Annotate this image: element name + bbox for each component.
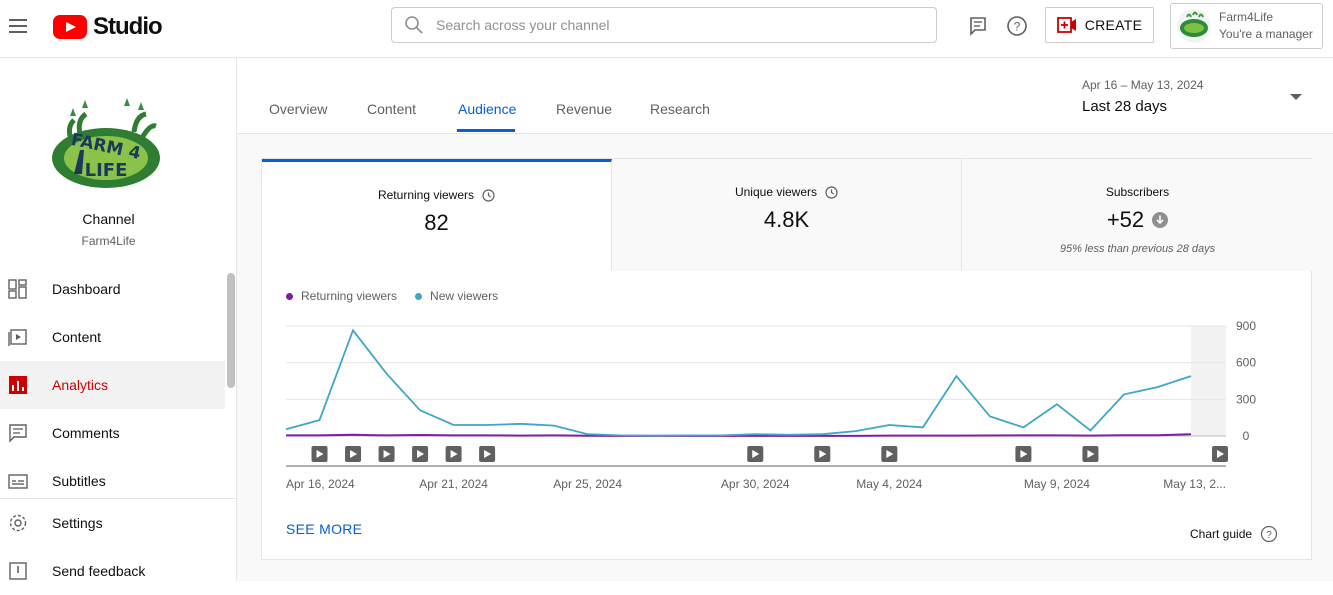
metric-note: 95% less than previous 28 days (962, 243, 1313, 255)
channel-name: Farm4Life (0, 234, 217, 248)
tab-overview[interactable]: Overview (269, 101, 327, 117)
sidebar-footer: Settings Send feedback (0, 498, 237, 595)
dashboard-icon (8, 279, 28, 299)
analytics-tabs-bar: Overview Content Audience Revenue Resear… (237, 58, 1333, 134)
y-tick-label: 0 (1243, 429, 1250, 443)
svg-text:?: ? (1266, 530, 1272, 541)
sidebar-item-content[interactable]: Content (0, 313, 225, 361)
audience-card: Returning viewers 82 Unique viewers 4.8K… (261, 158, 1312, 560)
sidebar-item-analytics[interactable]: Analytics (0, 361, 225, 409)
date-range-label[interactable]: Last 28 days (1082, 98, 1167, 115)
legend-dot (415, 293, 422, 300)
metric-subscribers[interactable]: Subscribers +52 95% less than previous 2… (962, 159, 1313, 271)
search-input[interactable] (436, 17, 916, 33)
sidebar-scrollbar[interactable] (227, 273, 235, 388)
tab-research[interactable]: Research (650, 101, 710, 117)
main-content: Overview Content Audience Revenue Resear… (237, 58, 1333, 581)
x-tick-label: May 4, 2024 (856, 477, 922, 491)
x-tick-label: Apr 25, 2024 (553, 477, 622, 491)
y-tick-label: 600 (1236, 356, 1256, 370)
partial-data-shade (1191, 326, 1226, 436)
x-tick-label: Apr 30, 2024 (721, 477, 790, 491)
metric-value: 82 (424, 210, 448, 236)
legend-item-returning[interactable]: Returning viewers (286, 289, 397, 303)
sidebar-nav: Dashboard Content Analytics Comments Sub… (0, 265, 225, 505)
content-icon (8, 327, 28, 347)
viewers-line-chart[interactable]: 0 300 600 900 Apr 16, 2024 Apr 21, 2024 Apr 25… (262, 309, 1313, 499)
account-name: Farm4Life (1219, 9, 1313, 26)
search-icon[interactable] (392, 15, 436, 35)
sidebar-item-label: Settings (52, 515, 103, 531)
help-icon[interactable]: ? (1005, 14, 1029, 38)
legend-dot (286, 293, 293, 300)
sidebar-item-comments[interactable]: Comments (0, 409, 225, 457)
sidebar-item-label: Subtitles (52, 473, 106, 489)
sidebar-item-label: Send feedback (52, 563, 145, 579)
sidebar-item-label: Content (52, 329, 101, 345)
create-button[interactable]: CREATE (1045, 7, 1154, 43)
x-tick-label: Apr 21, 2024 (419, 477, 488, 491)
metric-label: Returning viewers (378, 188, 474, 202)
clock-icon (825, 186, 838, 199)
channel-avatar[interactable]: FARM 4 LIFE (50, 86, 162, 198)
metric-value: 4.8K (764, 207, 809, 233)
x-tick-label: Apr 16, 2024 (286, 477, 355, 491)
sidebar-item-feedback[interactable]: Send feedback (0, 547, 237, 595)
sidebar-item-settings[interactable]: Settings (0, 499, 237, 547)
chart-guide-label: Chart guide (1190, 527, 1252, 541)
metric-label: Subscribers (1106, 185, 1169, 199)
legend-label: New viewers (430, 289, 498, 303)
sidebar: FARM 4 LIFE Channel Farm4Life Dashboard … (0, 58, 237, 581)
send-feedback-icon (8, 561, 28, 581)
sidebar-item-label: Comments (52, 425, 120, 441)
account-role: You're a manager (1219, 26, 1313, 43)
account-avatar (1177, 9, 1211, 43)
subtitles-icon (8, 471, 28, 491)
svg-text:?: ? (1014, 20, 1021, 34)
date-range-text[interactable]: Apr 16 – May 13, 2024 (1082, 78, 1203, 92)
search-box[interactable] (391, 7, 937, 43)
legend-label: Returning viewers (301, 289, 397, 303)
sidebar-item-dashboard[interactable]: Dashboard (0, 265, 225, 313)
logo-text: Studio (93, 13, 162, 41)
metric-unique-viewers[interactable]: Unique viewers 4.8K (612, 159, 962, 271)
series-line (286, 330, 1191, 435)
metric-value: +52 (1107, 207, 1144, 233)
y-tick-label: 900 (1236, 319, 1256, 333)
feedback-icon[interactable] (966, 14, 990, 38)
channel-title: Channel (0, 211, 217, 227)
metric-returning-viewers[interactable]: Returning viewers 82 (262, 159, 612, 271)
x-tick-label: May 9, 2024 (1024, 477, 1090, 491)
arrow-down-icon (1152, 212, 1168, 228)
see-more-button[interactable]: SEE MORE (286, 521, 362, 537)
sidebar-item-label: Analytics (52, 377, 108, 393)
create-label: CREATE (1085, 17, 1143, 33)
account-switcher[interactable]: Farm4Life You're a manager (1170, 3, 1323, 49)
create-video-icon (1057, 17, 1077, 33)
top-bar: Studio ? CREATE Farm4Life You're a manag… (0, 0, 1333, 58)
sidebar-item-label: Dashboard (52, 281, 121, 297)
tab-audience[interactable]: Audience (458, 101, 516, 117)
analytics-icon (8, 375, 28, 395)
tab-content[interactable]: Content (367, 101, 416, 117)
hamburger-menu-icon[interactable] (6, 14, 30, 38)
x-tick-label: May 13, 2... (1163, 477, 1226, 491)
chart-legend: Returning viewers New viewers (286, 289, 498, 303)
legend-item-new[interactable]: New viewers (415, 289, 498, 303)
y-tick-label: 300 (1236, 392, 1256, 406)
chart-guide-link[interactable]: Chart guide ? (1190, 525, 1278, 543)
studio-logo[interactable]: Studio (53, 13, 162, 41)
svg-text:LIFE: LIFE (85, 160, 128, 181)
tab-revenue[interactable]: Revenue (556, 101, 612, 117)
help-icon: ? (1260, 525, 1278, 543)
clock-icon (482, 189, 495, 202)
comments-icon (8, 423, 28, 443)
metric-label: Unique viewers (735, 185, 817, 199)
chevron-down-icon[interactable] (1290, 94, 1302, 100)
active-tab-indicator (457, 129, 515, 132)
youtube-logo-icon (53, 15, 87, 39)
gear-icon (8, 513, 28, 533)
